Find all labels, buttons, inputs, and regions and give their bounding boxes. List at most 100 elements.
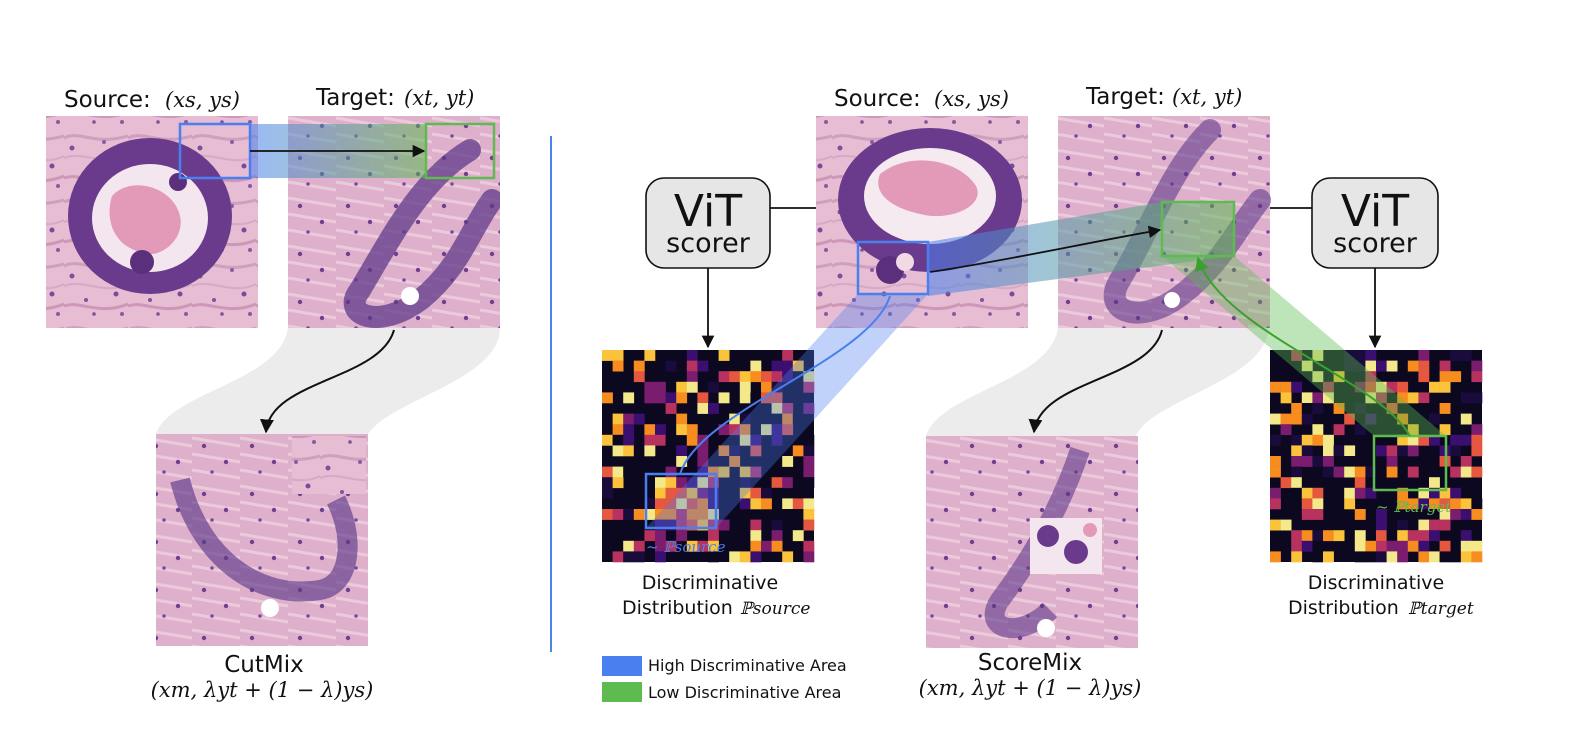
heatmap-cell — [729, 445, 741, 457]
heatmap-cell — [803, 381, 815, 393]
scoremix-transfer-band — [928, 202, 1234, 296]
heatmap-cell — [697, 487, 709, 499]
heatmap-cell — [1280, 413, 1292, 425]
heatmap-cell — [665, 477, 677, 489]
heatmap-cell — [655, 487, 666, 499]
heatmap-cell — [1376, 509, 1387, 520]
heatmap-cell — [623, 424, 635, 436]
heatmap-cell — [750, 445, 762, 457]
heatmap-cell — [1323, 381, 1334, 393]
heatmap-cell — [1407, 445, 1419, 457]
heatmap-cell — [686, 381, 698, 393]
heatmap-cell — [792, 413, 804, 425]
heatmap-cell — [739, 434, 751, 446]
heatmap-cell — [1471, 371, 1483, 383]
heatmap-cell — [750, 371, 762, 383]
heatmap-cell — [1418, 519, 1430, 531]
heatmap-cell — [708, 530, 719, 542]
heatmap-cell — [1439, 371, 1451, 383]
heatmap-cell — [1386, 530, 1398, 542]
heatmap-cell — [1471, 445, 1483, 457]
heatmap-cell — [761, 487, 772, 499]
heatmap-cell — [1344, 498, 1356, 510]
heatmap-cell — [708, 487, 719, 499]
heatmap-cell — [676, 487, 688, 499]
heatmap-cell — [665, 392, 677, 404]
heatmap-cell — [655, 498, 666, 510]
heatmap-cell — [644, 530, 656, 542]
heatmap-cell — [1376, 381, 1387, 393]
heatmap-cell — [686, 498, 698, 510]
heatmap-cell — [1270, 551, 1281, 563]
heatmap-cell — [1407, 498, 1419, 510]
heatmap-cell — [782, 456, 794, 467]
heatmap-cell — [1386, 381, 1398, 393]
heatmap-cell — [1376, 530, 1387, 542]
heatmap-cell — [1471, 498, 1483, 510]
heatmap-cell — [1418, 360, 1430, 372]
heatmap-cell — [676, 392, 688, 404]
heatmap-cell — [1376, 445, 1387, 457]
heatmap-cell — [697, 360, 709, 372]
heatmap-cell — [1450, 445, 1462, 457]
heatmap-cell — [1301, 456, 1313, 467]
heatmap-cell — [750, 360, 762, 372]
heatmap-cell — [1450, 498, 1462, 510]
heatmap-cell — [686, 371, 698, 383]
legend-swatch-low — [602, 682, 642, 702]
heatmap-cell — [1365, 371, 1377, 383]
heatmap-cell — [718, 371, 730, 383]
heatmap-cell — [1365, 540, 1377, 552]
heatmap-cell — [803, 456, 815, 467]
heatmap-cell — [750, 392, 762, 404]
heatmap-cell — [1344, 360, 1356, 372]
cutmix-flow-band — [156, 328, 500, 434]
heatmap-cell — [1365, 551, 1377, 563]
heatmap-cell — [612, 477, 624, 489]
scoremix-source-math: (xs, ys) — [934, 87, 1009, 111]
heatmap-cell — [665, 466, 677, 478]
heatmap-cell — [782, 403, 794, 414]
heatmap-cell — [1365, 466, 1377, 478]
heatmap-cell — [1418, 350, 1430, 361]
heatmap-cell — [1270, 519, 1281, 531]
heatmap-cell — [1312, 403, 1324, 414]
heatmap-cell — [1418, 540, 1430, 552]
heatmap-cell — [623, 445, 635, 457]
heatmap-cell — [1450, 551, 1462, 563]
heatmap-cell — [718, 445, 730, 457]
scoremix-source-image — [816, 116, 1028, 328]
heatmap-cell — [1291, 477, 1303, 489]
heatmap-cell — [612, 509, 624, 520]
cutmix-source-math: (xs, ys) — [165, 88, 240, 112]
heatmap-cell — [1312, 540, 1324, 552]
heatmap-cell — [1354, 360, 1366, 372]
heatmap-cell — [771, 530, 783, 542]
heatmap-cell — [739, 466, 751, 478]
heatmap-cell — [633, 509, 645, 520]
heatmap-cell — [633, 413, 645, 425]
heatmap-cell — [602, 466, 613, 478]
heatmap-cell — [782, 350, 794, 361]
heatmap-cell — [739, 371, 751, 383]
heatmap-cell — [771, 371, 783, 383]
heatmap-cell — [1354, 403, 1366, 414]
heatmap-cell — [1301, 403, 1313, 414]
heatmap-cell — [644, 445, 656, 457]
heatmap-cell — [1291, 350, 1303, 361]
heatmap-cell — [1429, 381, 1440, 393]
heatmap-cell — [644, 424, 656, 436]
heatmap-cell — [771, 360, 783, 372]
heatmap-cell — [676, 530, 688, 542]
heatmap-cell — [1270, 434, 1281, 446]
heatmap-cell — [644, 381, 656, 393]
heatmap-cell — [1386, 466, 1398, 478]
heatmap-cell — [1386, 445, 1398, 457]
heatmap-cell — [1397, 381, 1409, 393]
heatmap-cell — [1291, 413, 1303, 425]
heatmap-cell — [676, 498, 688, 510]
heatmap-cell — [1471, 551, 1483, 563]
heatmap-cell — [782, 551, 794, 563]
heatmap-cell — [803, 540, 815, 552]
heatmap-cell — [612, 540, 624, 552]
